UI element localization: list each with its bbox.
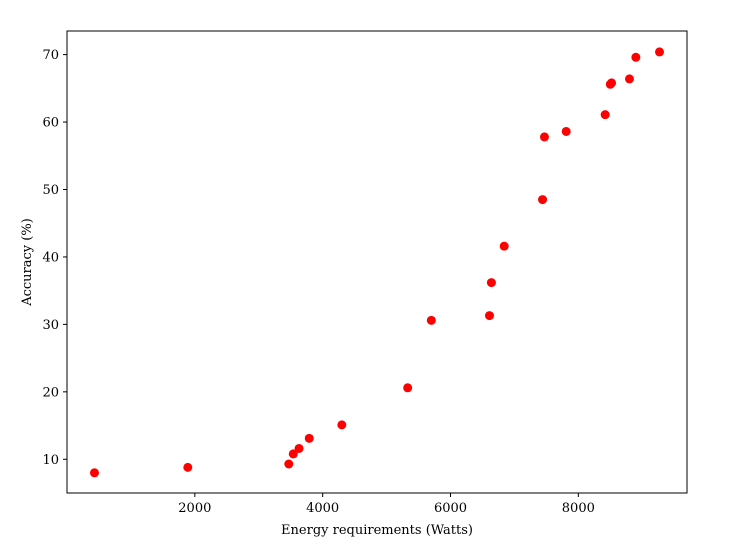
data-point (539, 132, 549, 142)
data-point (561, 126, 571, 136)
y-axis-label: Accuracy (%) (20, 218, 35, 307)
data-point (631, 52, 641, 62)
data-points (89, 47, 665, 478)
y-tick-label: 20 (42, 385, 59, 400)
y-tick-label: 50 (42, 183, 59, 198)
y-tick-label: 40 (42, 250, 59, 265)
data-point (655, 47, 665, 57)
y-tick-label: 60 (42, 116, 59, 131)
data-point (288, 449, 298, 459)
x-axis-ticks: 2000 4000 6000 8000 (178, 493, 595, 516)
data-point (284, 459, 294, 469)
x-tick-label: 6000 (434, 501, 467, 516)
data-point (337, 420, 347, 430)
data-point (499, 241, 509, 251)
plot-area (66, 30, 688, 494)
y-tick-label: 30 (42, 318, 59, 333)
data-point (484, 311, 494, 321)
x-tick-label: 8000 (562, 501, 595, 516)
x-axis-label: Energy requirements (Watts) (281, 523, 473, 538)
y-tick-label: 10 (42, 453, 59, 468)
data-point (403, 383, 413, 393)
y-tick-label: 70 (42, 48, 59, 63)
data-point (89, 468, 99, 478)
data-point (607, 78, 617, 88)
data-point (304, 433, 314, 443)
data-point (600, 110, 610, 120)
data-point (486, 278, 496, 288)
data-point (538, 195, 548, 205)
x-tick-label: 2000 (178, 501, 211, 516)
data-point (183, 462, 193, 472)
x-tick-label: 4000 (306, 501, 339, 516)
data-point (294, 443, 304, 453)
y-axis-ticks: 10 20 30 40 50 60 70 (42, 48, 67, 468)
data-point (624, 74, 634, 84)
data-point (426, 315, 436, 325)
